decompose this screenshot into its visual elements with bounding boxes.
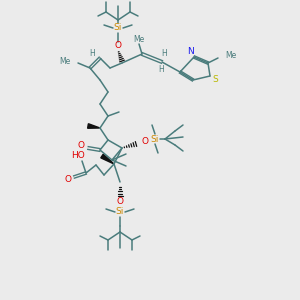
Text: H: H [161, 49, 167, 58]
Text: Me: Me [60, 56, 71, 65]
Text: Me: Me [225, 52, 236, 61]
Text: N: N [188, 46, 194, 56]
Text: H: H [158, 64, 164, 74]
Text: Si: Si [116, 208, 124, 217]
Polygon shape [101, 154, 114, 164]
Text: Si: Si [151, 134, 159, 143]
Polygon shape [88, 124, 100, 128]
Text: O: O [115, 41, 122, 50]
Text: Me: Me [134, 35, 145, 44]
Text: O: O [77, 142, 85, 151]
Text: O: O [64, 175, 71, 184]
Text: S: S [212, 76, 218, 85]
Text: Si: Si [114, 23, 122, 32]
Text: O: O [116, 196, 124, 206]
Text: HO: HO [71, 151, 85, 160]
Text: H: H [89, 49, 95, 58]
Text: O: O [142, 136, 149, 146]
